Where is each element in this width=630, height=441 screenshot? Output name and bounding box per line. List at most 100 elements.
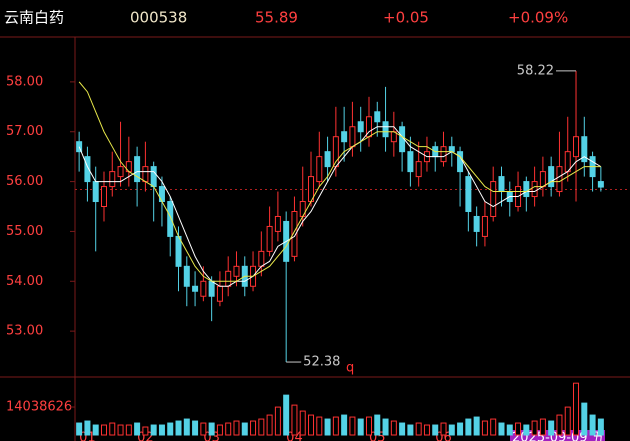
candle-body	[581, 136, 588, 163]
x-tick-label: 01	[79, 431, 96, 441]
volume-bar	[92, 424, 99, 436]
volume-bar	[531, 420, 538, 436]
volume-bar	[597, 418, 604, 436]
candle-body	[457, 151, 464, 173]
candle-body	[183, 265, 190, 287]
volume-bar	[415, 422, 422, 436]
volume-bar	[365, 416, 372, 436]
candle-body	[92, 181, 99, 203]
volume-bar	[299, 410, 306, 436]
volume-bar	[208, 422, 215, 436]
candle-body	[357, 121, 364, 133]
volume-bar	[498, 422, 505, 436]
volume-bar	[440, 422, 447, 436]
candle-body	[539, 171, 546, 188]
volume-bar	[316, 416, 323, 436]
candle-body	[564, 151, 571, 173]
stock-name: 云南白药	[4, 9, 64, 27]
volume-bar	[84, 420, 91, 436]
volume-bar	[341, 414, 348, 436]
candle-body	[415, 161, 422, 178]
volume-bar	[283, 394, 290, 436]
volume-bar	[216, 424, 223, 436]
volume-bar	[423, 424, 430, 436]
volume-bar	[581, 402, 588, 436]
y-tick-label: 55.00	[6, 224, 43, 239]
candle-body	[448, 146, 455, 153]
candle-body	[117, 166, 124, 178]
volume-bar	[490, 418, 497, 436]
volume-bar	[258, 418, 265, 436]
candle-body	[498, 176, 505, 193]
candle-body	[573, 136, 580, 158]
marker-text: q	[346, 361, 354, 376]
candle-body	[523, 181, 530, 198]
volume-bar	[539, 418, 546, 436]
volume-bar	[175, 420, 182, 436]
volume-bar	[432, 424, 439, 436]
volume-bar	[183, 418, 190, 436]
volume-bar	[515, 422, 522, 436]
cursor-label: 2025-09-09 五	[512, 431, 605, 441]
volume-bar	[142, 426, 149, 436]
min-label: 52.38	[303, 355, 340, 370]
stock-price: 55.89	[255, 9, 298, 27]
volume-bar	[100, 424, 107, 436]
candle-body	[481, 215, 488, 237]
volume-bar	[308, 414, 315, 436]
candle-body	[216, 285, 223, 302]
x-tick-label: 03	[203, 431, 220, 441]
volume-bar	[76, 422, 83, 436]
candle-body	[150, 166, 157, 188]
volume-bar	[291, 404, 298, 436]
x-tick-label: 04	[286, 431, 303, 441]
volume-bar	[506, 424, 513, 436]
volume-bar	[167, 422, 174, 436]
volume-bar	[349, 416, 356, 436]
moving-average-line	[78, 81, 601, 282]
volume-bar	[473, 416, 480, 436]
volume-bar	[158, 424, 165, 436]
volume-bar	[357, 418, 364, 436]
candle-body	[465, 176, 472, 212]
candle-body	[266, 225, 273, 252]
cursor-label-box	[510, 430, 605, 441]
candle-body	[225, 270, 232, 287]
candle-body	[316, 156, 323, 183]
volume-bar	[556, 414, 563, 436]
y-tick-label: 54.00	[6, 274, 43, 289]
volume-bar	[150, 424, 157, 436]
volume-bar	[332, 416, 339, 436]
volume-bar	[465, 418, 472, 436]
candle-body	[274, 215, 281, 232]
max-label: 58.22	[517, 63, 554, 78]
stock-change-pct: +0.09%	[508, 9, 568, 27]
volume-bar	[109, 422, 116, 436]
candle-body	[192, 285, 199, 292]
stock-change: +0.05	[383, 9, 429, 27]
candle-body	[100, 186, 107, 208]
candle-body	[84, 156, 91, 183]
volume-bar	[134, 422, 141, 436]
candle-body	[556, 166, 563, 193]
candle-body	[490, 181, 497, 217]
volume-bar	[274, 406, 281, 436]
candle-body	[341, 131, 348, 143]
y-tick-label: 58.00	[6, 74, 43, 89]
volume-bar	[589, 414, 596, 436]
volume-bar	[399, 422, 406, 436]
volume-bar	[266, 414, 273, 436]
volume-bar	[250, 420, 257, 436]
candle-body	[142, 166, 149, 183]
candle-body	[200, 280, 207, 297]
candle-body	[597, 181, 604, 188]
volume-bar	[324, 418, 331, 436]
candle-body	[374, 111, 381, 123]
volume-bar	[241, 422, 248, 436]
volume-bar	[374, 414, 381, 436]
candle-body	[324, 151, 331, 168]
volume-bar	[573, 382, 580, 436]
candle-body	[531, 181, 538, 198]
volume-bar	[564, 406, 571, 436]
candle-body	[258, 250, 265, 267]
